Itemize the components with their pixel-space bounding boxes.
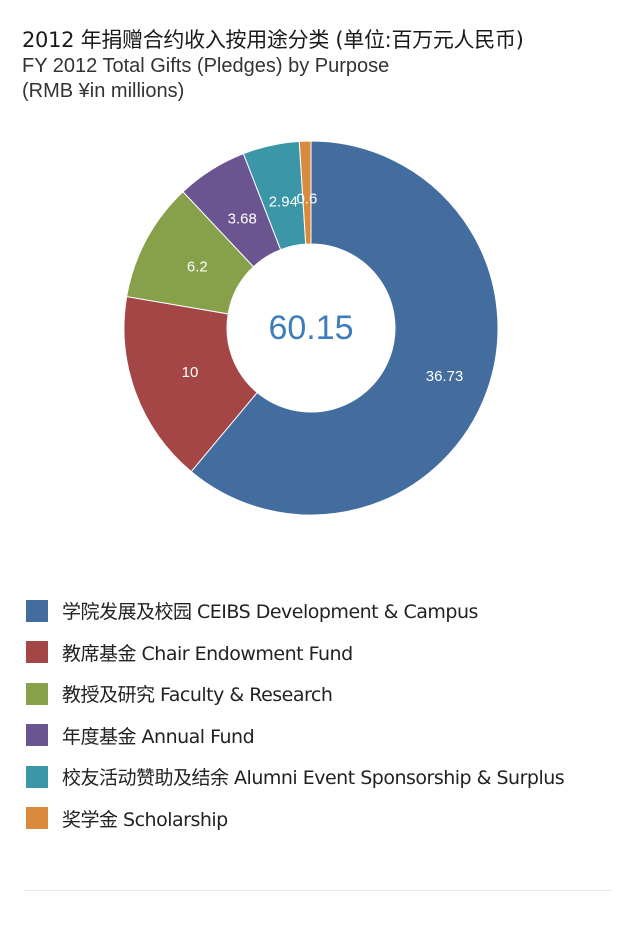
legend-label-4: 校友活动赞助及结余 Alumni Event Sponsorship & Sur… xyxy=(62,767,565,790)
chart-header: 2012 年捐赠合约收入按用途分类 (单位:百万元人民币) FY 2012 To… xyxy=(22,26,622,104)
legend-item-4: 校友活动赞助及结余 Alumni Event Sponsorship & Sur… xyxy=(26,756,626,798)
legend-swatch-3 xyxy=(26,724,48,747)
legend-item-2: 教授及研究 Faculty & Research xyxy=(26,673,626,715)
slice-value-label-4: 2.94 xyxy=(269,194,298,211)
donut-slice-5 xyxy=(298,140,312,245)
legend-label-2: 教授及研究 Faculty & Research xyxy=(62,684,333,707)
slice-value-label-5: 0.6 xyxy=(297,191,318,208)
legend-item-3: 年度基金 Annual Fund xyxy=(26,715,626,757)
legend-item-5: 奖学金 Scholarship xyxy=(26,798,626,840)
legend-label-5: 奖学金 Scholarship xyxy=(62,808,228,831)
bottom-divider xyxy=(24,890,612,891)
chart-title-english: FY 2012 Total Gifts (Pledges) by Purpose xyxy=(22,55,390,77)
legend-label-3: 年度基金 Annual Fund xyxy=(62,725,255,748)
donut-slice-1 xyxy=(123,295,258,473)
chart-legend: 学院发展及校园 CEIBS Development & Campus 教席基金 C… xyxy=(26,590,626,839)
donut-slice-0 xyxy=(190,140,499,516)
donut-chart: 36.73 10 6.2 3.68 2.940.6 60.15 xyxy=(123,140,499,516)
chart-unit-label: (RMB ¥in millions) xyxy=(22,80,185,102)
slice-value-label-1: 10 xyxy=(182,364,199,381)
legend-label-1: 教席基金 Chair Endowment Fund xyxy=(62,642,353,665)
legend-swatch-1 xyxy=(26,641,48,664)
legend-label-0: 学院发展及校园 CEIBS Development & Campus xyxy=(62,601,478,624)
donut-center-total: 60.15 xyxy=(268,309,353,347)
slice-value-label-3: 3.68 xyxy=(228,210,257,227)
legend-item-0: 学院发展及校园 CEIBS Development & Campus xyxy=(26,590,626,632)
legend-item-1: 教席基金 Chair Endowment Fund xyxy=(26,632,626,674)
legend-swatch-0 xyxy=(26,599,48,622)
slice-value-label-2: 6.2 xyxy=(187,258,208,275)
slice-value-label-0: 36.73 xyxy=(426,368,464,385)
legend-swatch-4 xyxy=(26,765,48,788)
legend-swatch-5 xyxy=(26,807,48,830)
chart-title-chinese: 2012 年捐赠合约收入按用途分类 (单位:百万元人民币) xyxy=(22,28,524,52)
legend-swatch-2 xyxy=(26,682,48,705)
